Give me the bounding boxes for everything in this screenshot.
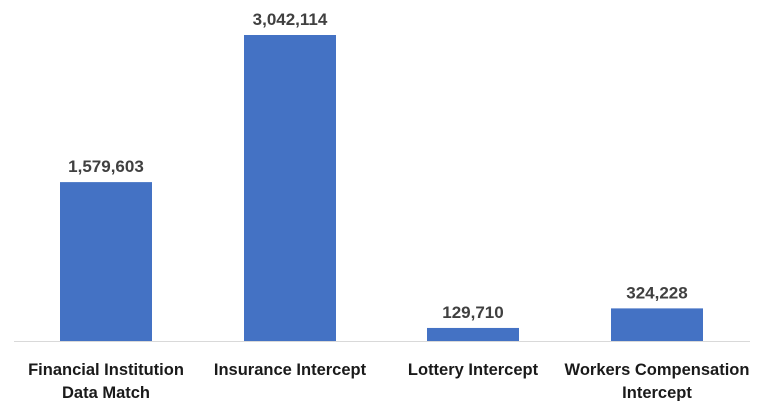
category-label-3-line-1: Intercept (622, 384, 692, 401)
bar-2 (427, 327, 519, 341)
value-label-2: 129,710 (442, 303, 503, 322)
value-labels-group: 1,579,603 3,042,114 129,710 324,228 (68, 10, 688, 322)
bar-0 (60, 182, 152, 341)
value-label-0: 1,579,603 (68, 157, 144, 176)
category-labels-group: Financial Institution Data Match Insurance… (28, 361, 749, 401)
category-label-0-line-1: Data Match (62, 384, 150, 401)
value-label-3: 324,228 (626, 283, 687, 302)
category-label-0-line-0: Financial Institution (28, 361, 184, 379)
category-label-2-line-0: Lottery Intercept (408, 361, 539, 379)
bars-group (60, 35, 703, 341)
category-label-3-line-0: Workers Compensation (565, 361, 750, 379)
bar-3 (611, 308, 703, 341)
value-label-1: 3,042,114 (253, 10, 328, 29)
bar-1 (244, 35, 336, 341)
category-label-1-line-0: Insurance Intercept (214, 361, 367, 379)
